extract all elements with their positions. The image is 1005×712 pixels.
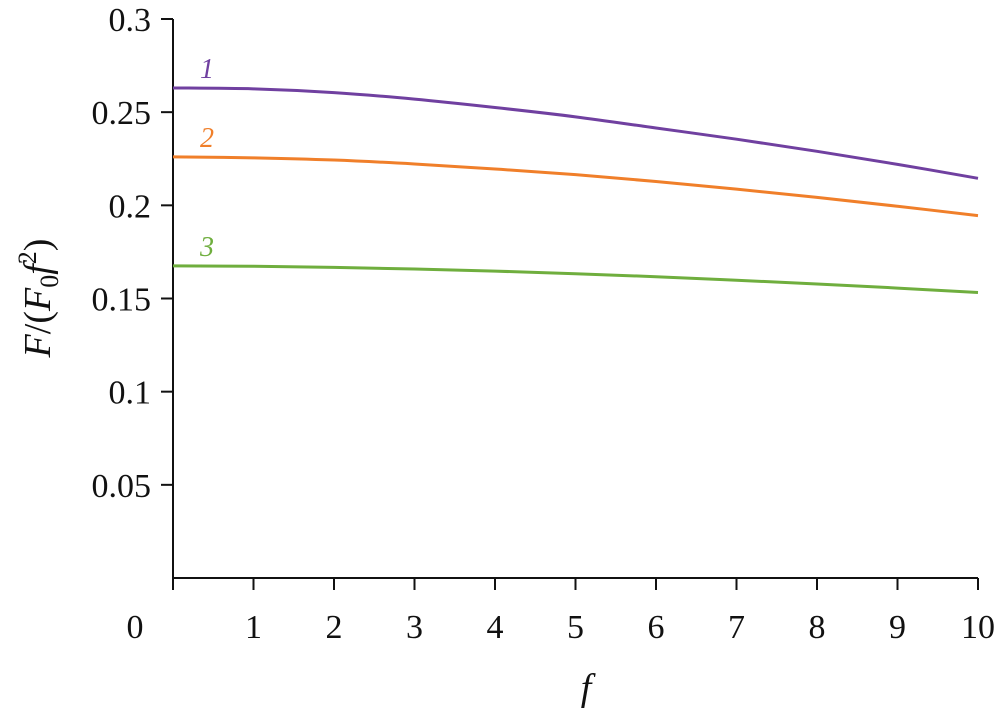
y-tick-label: 0.15	[92, 282, 152, 319]
x-axis-title: f	[581, 667, 596, 709]
series-line-3	[172, 264, 979, 295]
x-tick-label: 1	[245, 609, 262, 646]
x-tick-label: 9	[889, 609, 906, 646]
x-tick-label: 7	[728, 609, 745, 646]
y-tick-label: 0.3	[109, 2, 152, 39]
y-axis-title: F/(F0f2)	[13, 239, 64, 359]
series-label-2: 2	[200, 123, 214, 154]
x-tick-label: 4	[487, 609, 504, 646]
x-tick-label: 6	[648, 609, 665, 646]
series-label-3: 3	[199, 232, 214, 263]
x-ticks: 0 1 2 3 4 5 6 7 8 9 10	[127, 578, 995, 646]
x-tick-label: 0	[127, 609, 144, 646]
series-labels: 1 2 3	[199, 54, 214, 263]
x-tick-label: 10	[961, 609, 995, 646]
series-label-1: 1	[200, 54, 214, 85]
y-tick-label: 0.2	[109, 188, 152, 225]
series-line-1	[172, 86, 979, 180]
y-tick-label: 0.25	[92, 95, 152, 132]
y-tick-label: 0.05	[92, 468, 152, 505]
x-tick-label: 5	[567, 609, 584, 646]
x-tick-label: 3	[406, 609, 423, 646]
series-line-2	[172, 155, 979, 218]
x-tick-label: 8	[809, 609, 826, 646]
x-tick-label: 2	[326, 609, 343, 646]
series-lines	[172, 86, 979, 295]
axes	[172, 19, 978, 579]
y-tick-label: 0.1	[109, 375, 152, 412]
y-ticks: 0.05 0.1 0.15 0.2 0.25 0.3	[92, 2, 173, 505]
